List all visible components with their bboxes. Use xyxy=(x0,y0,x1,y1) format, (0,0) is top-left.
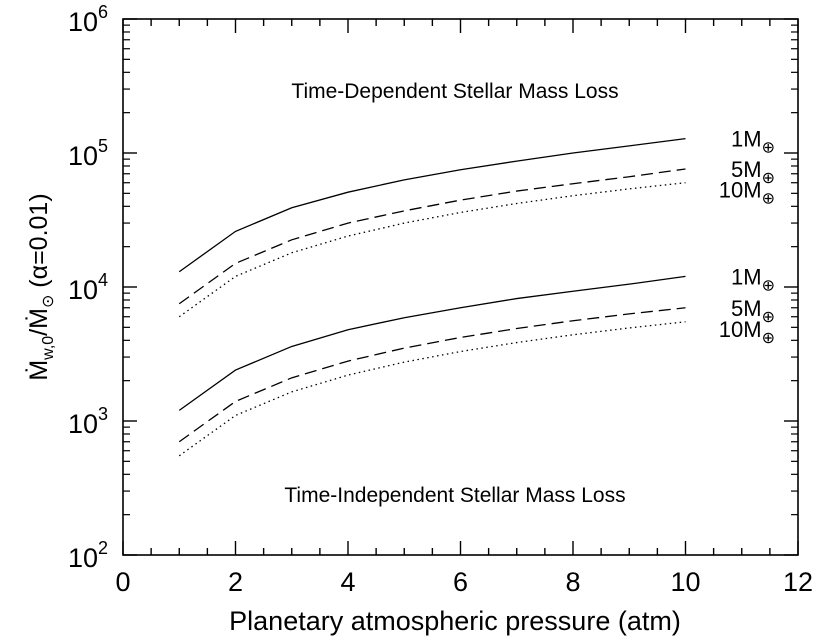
series-line-time-dependent-5m xyxy=(178,168,686,305)
series-label: 5M⊕ xyxy=(731,157,775,187)
series-label: 10M⊕ xyxy=(719,178,775,208)
y-tick-label: 105 xyxy=(68,136,108,171)
y-label-sun-sub: ⊙ xyxy=(40,295,57,308)
x-tick-label: 2 xyxy=(228,567,243,597)
x-tick-label: 0 xyxy=(115,567,130,597)
series-label: 1M⊕ xyxy=(731,127,775,157)
annotation-time-dependent: Time-Dependent Stellar Mass Loss xyxy=(291,80,618,103)
y-tick-label: 102 xyxy=(68,538,108,573)
y-label-mdot: Ṁ xyxy=(24,360,53,381)
series-labels: 1M⊕5M⊕10M⊕1M⊕5M⊕10M⊕ xyxy=(719,127,775,347)
x-axis-label: Planetary atmospheric pressure (atm) xyxy=(229,606,681,636)
x-tick-label: 12 xyxy=(783,567,813,597)
series-lines xyxy=(178,137,686,457)
series-line-time-dependent-10m xyxy=(178,182,686,318)
y-tick-label: 106 xyxy=(68,2,108,37)
series-line-time-independent-1m xyxy=(178,275,686,411)
x-tick-label: 6 xyxy=(453,567,468,597)
axis-ticks: 0 2 4 6 8 10 12 102 103 104 105 106 xyxy=(68,2,813,597)
series-line-time-independent-10m xyxy=(178,321,686,457)
x-tick-label: 10 xyxy=(670,567,700,597)
series-label: 5M⊕ xyxy=(731,296,775,326)
x-tick-label: 4 xyxy=(340,567,355,597)
series-line-time-dependent-1m xyxy=(178,137,686,273)
y-label-slash: / xyxy=(25,329,53,336)
series-label: 10M⊕ xyxy=(719,317,775,347)
annotation-time-independent: Time-Independent Stellar Mass Loss xyxy=(284,484,625,507)
y-label-sub: w,0 xyxy=(40,336,57,361)
y-label-alpha: (α=0.01) xyxy=(25,193,53,294)
series-line-time-independent-5m xyxy=(178,307,686,443)
y-tick-label: 104 xyxy=(68,270,108,305)
y-axis-label: Ṁw,0/Ṁ⊙ (α=0.01) xyxy=(24,193,57,380)
y-tick-label: 103 xyxy=(68,404,108,439)
x-tick-label: 8 xyxy=(565,567,580,597)
y-label-mdot-sun: Ṁ xyxy=(24,308,53,329)
series-label: 1M⊕ xyxy=(731,264,775,294)
